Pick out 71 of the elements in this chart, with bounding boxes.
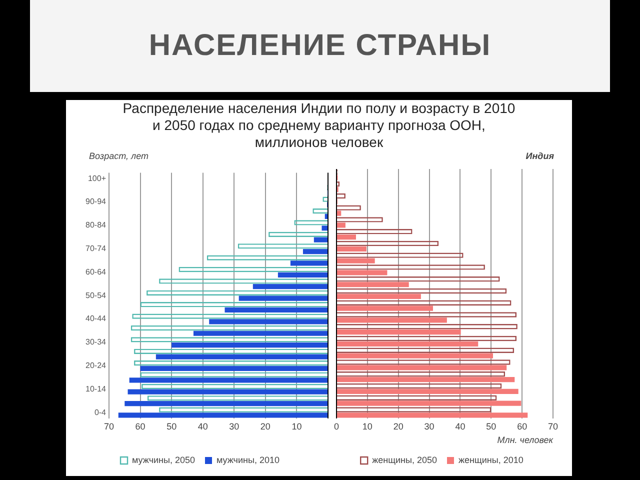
x-tick-label: 70: [104, 421, 114, 432]
bar: [337, 412, 528, 418]
bar: [337, 388, 518, 394]
bar: [337, 258, 375, 264]
chart-subtitle: Распределение населения Индии по полу и возрасту в 2010 и 2050 годах по среднему варианту прогноза ООН, миллионов человек: [122, 100, 516, 151]
chart-title: НАСЕЛЕНИЕ СТРАНЫ: [148, 29, 492, 63]
bar: [337, 282, 409, 288]
bar: [337, 270, 388, 276]
bar: [290, 260, 328, 266]
y-tick-label: 20-24: [86, 360, 107, 370]
y-tick-label: 30-34: [86, 338, 107, 347]
bar: [278, 272, 328, 278]
legend-label: мужчины, 2010: [216, 454, 280, 465]
x-tick-label: 50: [486, 421, 496, 432]
x-tick-label: 0: [334, 421, 340, 432]
bar: [337, 400, 522, 406]
y-tick-label: 70-74: [86, 244, 107, 254]
x-axis-title: Млн. человек: [497, 435, 554, 446]
y-tick-label: 90-94: [86, 197, 107, 206]
x-tick-label: 40: [198, 421, 208, 432]
x-tick-label: 10: [362, 421, 372, 432]
x-tick-label: 40: [455, 421, 466, 432]
bar: [324, 214, 328, 219]
bar: [172, 342, 328, 348]
text: Индия: [526, 151, 554, 161]
bar: [118, 412, 328, 418]
bar: [314, 237, 328, 242]
x-tick-label: 70: [548, 421, 558, 432]
bar: [124, 400, 328, 406]
x-tick-label: 60: [135, 421, 146, 432]
y-tick-label: 100+: [88, 174, 106, 183]
bar: [193, 330, 328, 336]
y-tick-label: 40-44: [86, 314, 107, 324]
bar: [337, 294, 421, 300]
y-tick-label: 80-84: [86, 220, 107, 230]
bar: [337, 318, 447, 323]
x-tick-label: 20: [393, 421, 404, 432]
y-axis-title: Возраст, лет: [89, 151, 148, 161]
bar: [140, 366, 328, 372]
bar: [224, 307, 328, 313]
bar: [337, 234, 356, 240]
y-tick-label: 50-54: [86, 290, 107, 300]
bar: [128, 389, 328, 394]
bar: [337, 222, 346, 228]
bar: [209, 319, 328, 324]
x-tick-label: 50: [166, 421, 177, 432]
y-tick-label: 0-4: [94, 408, 107, 417]
bar: [129, 378, 328, 383]
bar: [302, 248, 328, 254]
bar: [238, 296, 328, 301]
bar: [156, 354, 328, 360]
bar: [337, 329, 461, 335]
bar: [337, 306, 433, 311]
bar: [337, 341, 478, 347]
bar: [322, 226, 328, 231]
bar: [252, 284, 328, 290]
bar: [337, 246, 367, 252]
bar: [337, 376, 515, 382]
y-tick-label: 60-64: [86, 267, 107, 276]
x-tick-label: 30: [229, 421, 240, 432]
x-tick-label: 30: [424, 421, 434, 432]
bar: [337, 210, 342, 216]
x-tick-label: 60: [517, 421, 528, 432]
y-tick-label: 10-14: [86, 384, 107, 394]
bar: [337, 353, 493, 358]
legend-label: женщины, 2010: [458, 454, 524, 465]
bar: [337, 365, 507, 370]
x-tick-label: 20: [260, 421, 270, 432]
x-tick-label: 10: [292, 421, 302, 432]
legend-label: женщины, 2050: [372, 454, 437, 465]
legend-label: мужчины, 2050: [132, 454, 196, 465]
